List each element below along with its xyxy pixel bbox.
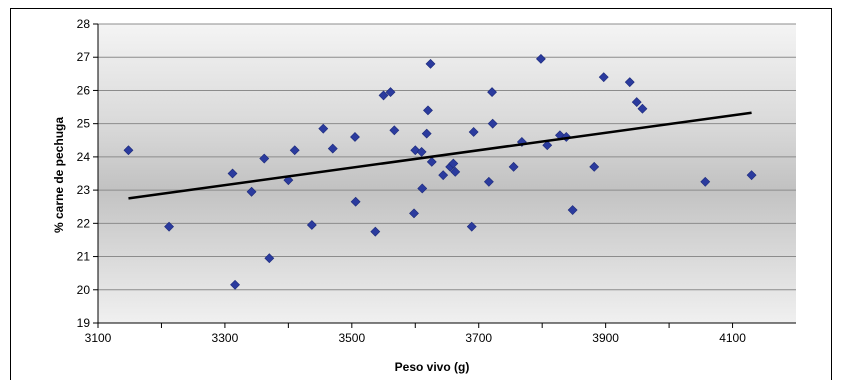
data-point <box>438 170 449 181</box>
data-point <box>700 176 711 187</box>
data-point <box>425 58 436 69</box>
data-point <box>508 161 519 172</box>
trendline <box>128 111 752 200</box>
data-point <box>448 158 459 169</box>
data-point <box>327 143 338 154</box>
data-point <box>230 279 240 290</box>
y-tick-label: 23 <box>77 183 91 197</box>
x-tick-label: 3900 <box>592 331 619 345</box>
data-point <box>567 205 578 215</box>
data-point <box>468 127 479 137</box>
data-point <box>423 105 433 116</box>
data-point <box>409 208 419 219</box>
data-point <box>227 168 238 179</box>
y-tick-label: 21 <box>77 250 91 264</box>
data-point <box>421 128 432 139</box>
data-point <box>259 153 270 164</box>
data-point <box>385 87 396 98</box>
plot-area <box>98 24 796 323</box>
y-tick-label: 20 <box>77 283 91 297</box>
x-tick-label: 3100 <box>85 331 112 345</box>
y-tick-label: 27 <box>77 50 91 64</box>
data-point <box>487 87 497 98</box>
x-tick-label: 3500 <box>338 331 365 345</box>
y-axis-title: % carne de pechuga <box>52 117 66 233</box>
data-point <box>426 156 437 167</box>
data-point <box>306 220 317 230</box>
y-tick-label: 19 <box>77 316 91 330</box>
data-point <box>535 53 546 64</box>
data-point <box>417 183 428 194</box>
y-tick-label: 28 <box>77 17 91 31</box>
data-point <box>416 146 427 157</box>
data-point <box>350 132 360 142</box>
y-tick-label: 25 <box>77 117 91 131</box>
y-tick-label: 22 <box>77 216 91 230</box>
data-point <box>350 196 361 207</box>
data-point <box>264 253 275 264</box>
y-tick-label: 26 <box>77 83 91 97</box>
data-point <box>746 170 757 181</box>
scatter-chart: 19 20 21 22 23 24 25 26 27 28 3100 3300 3500 3700 3900… <box>52 17 796 374</box>
data-point <box>370 226 381 237</box>
data-point <box>483 176 494 187</box>
data-point <box>123 145 134 156</box>
x-tick-label: 3300 <box>212 331 239 345</box>
data-point <box>589 161 600 172</box>
y-tick-label: 24 <box>77 150 91 164</box>
x-axis-title: Peso vivo (g) <box>395 360 470 374</box>
data-point <box>318 123 329 134</box>
data-point <box>378 90 389 101</box>
data-point <box>487 118 498 129</box>
x-tick-label: 3700 <box>465 331 492 345</box>
data-point <box>624 77 635 88</box>
data-point <box>289 145 300 156</box>
data-point <box>631 97 642 107</box>
data-point <box>164 221 174 232</box>
data-point <box>542 140 553 151</box>
data-point <box>389 125 400 136</box>
chart-frame: 19 20 21 22 23 24 25 26 27 28 3100 3300 3500 3700 3900… <box>10 8 832 380</box>
x-tick-label: 4100 <box>719 331 746 345</box>
data-point <box>466 221 477 232</box>
data-point <box>637 103 648 114</box>
data-point <box>450 166 461 177</box>
data-point <box>598 72 609 83</box>
data-point <box>246 186 257 197</box>
